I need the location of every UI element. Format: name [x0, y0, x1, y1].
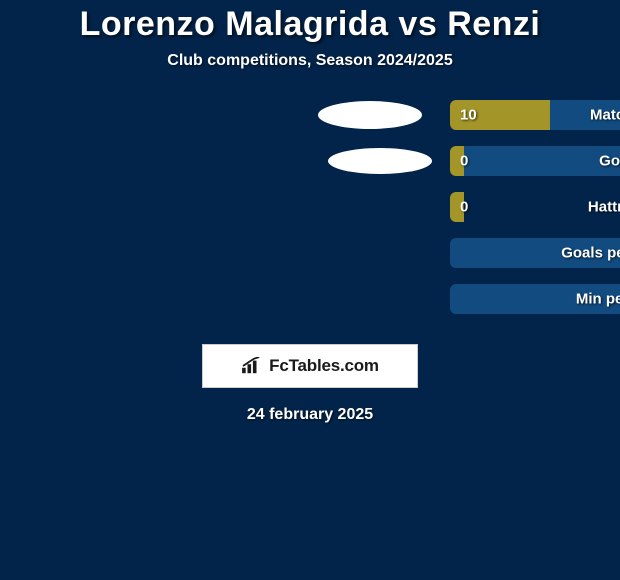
- stat-bar-right: [464, 146, 620, 176]
- stat-bar: 0Goals1: [450, 146, 620, 176]
- stat-left-value: 0: [460, 153, 468, 170]
- stat-left-value: 10: [460, 107, 477, 124]
- source-badge: FcTables.com: [202, 344, 418, 388]
- chart-icon: [241, 357, 263, 375]
- stat-label: Goals: [599, 153, 620, 170]
- badge-text: FcTables.com: [269, 356, 379, 376]
- footer-date: 24 february 2025: [247, 406, 373, 424]
- player-left-ellipse: [328, 148, 432, 174]
- stat-label: Hattricks: [588, 199, 620, 216]
- stat-label: Min per goal: [576, 291, 620, 308]
- player-left-ellipse: [318, 101, 422, 129]
- stat-bar: 0Hattricks0: [450, 192, 620, 222]
- page-subtitle: Club competitions, Season 2024/2025: [167, 52, 452, 70]
- stat-left-value: 0: [460, 199, 468, 216]
- stat-bar: Goals per match0.04: [450, 238, 620, 268]
- comparison-card: Lorenzo Malagrida vs Renzi Club competit…: [0, 0, 620, 424]
- stat-label: Goals per match: [561, 245, 620, 262]
- stat-bar: Min per goal2561: [450, 284, 620, 314]
- stat-bar: 10Matches24: [450, 100, 620, 130]
- page-title: Lorenzo Malagrida vs Renzi: [80, 5, 541, 44]
- stat-label: Matches: [590, 107, 620, 124]
